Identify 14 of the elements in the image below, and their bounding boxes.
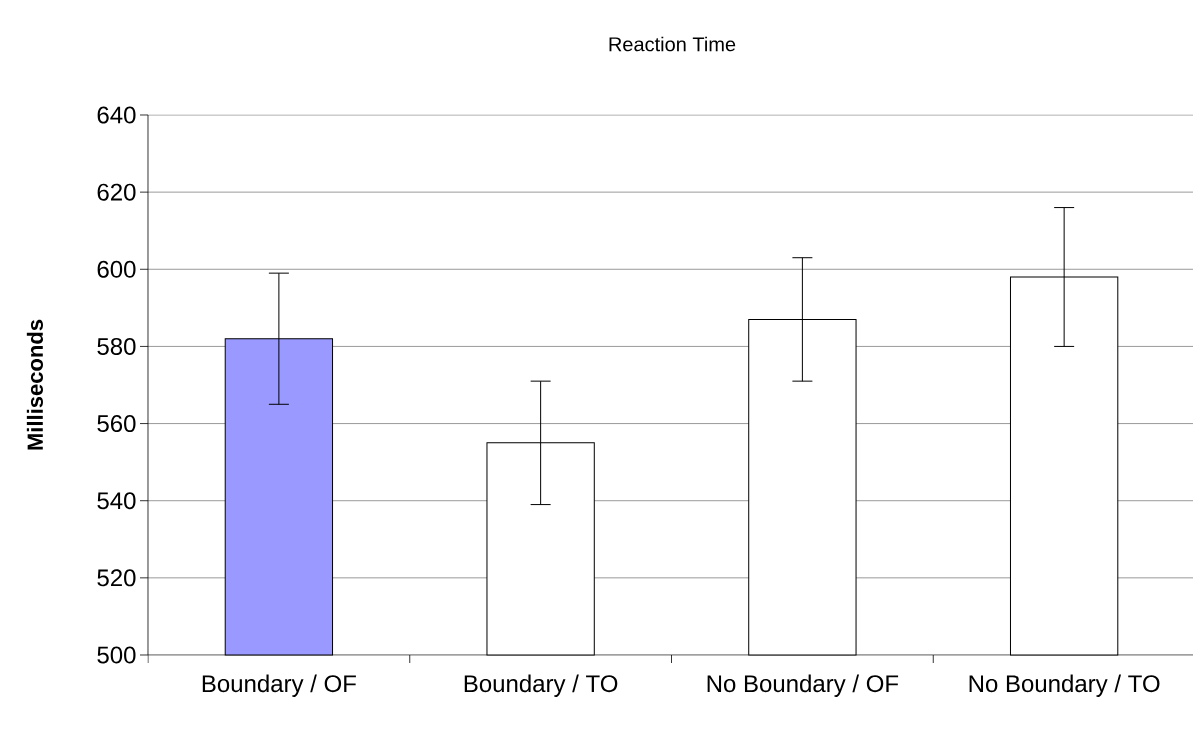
x-tick-label: Boundary / TO: [464, 674, 618, 697]
y-tick-label: 560: [97, 415, 136, 433]
x-tick-label: No Boundary / OF: [707, 674, 899, 697]
x-tick-label: Boundary / OF: [202, 674, 356, 697]
y-tick-label: 640: [97, 106, 136, 124]
y-tick-label: 520: [97, 569, 136, 587]
y-axis-title: Milliseconds: [26, 319, 44, 450]
y-tick-label: 500: [97, 646, 136, 664]
chart-title: Reaction Time: [609, 36, 736, 52]
y-tick-label: 600: [97, 260, 136, 278]
y-tick-label: 540: [97, 492, 136, 510]
y-tick-label: 580: [97, 337, 136, 355]
y-tick-label: 620: [97, 183, 136, 201]
x-tick-label: No Boundary / TO: [969, 674, 1160, 697]
